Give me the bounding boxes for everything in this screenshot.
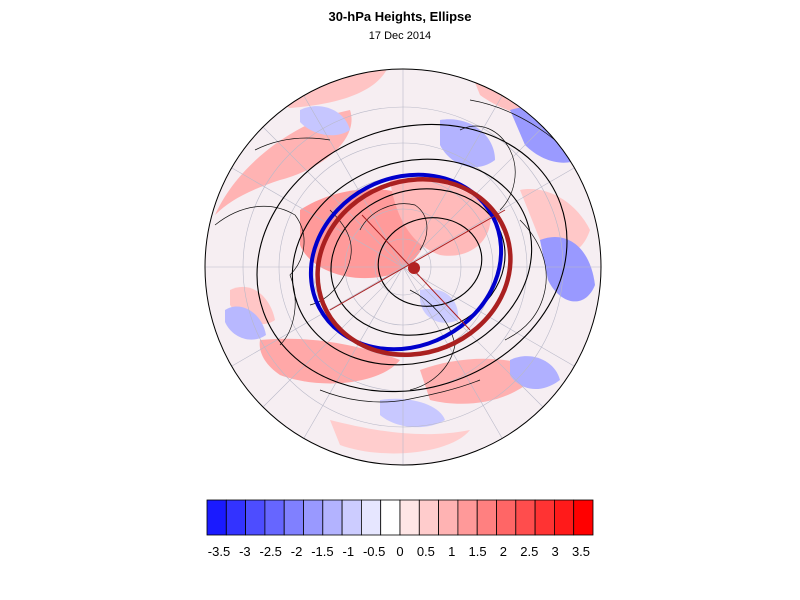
colorbar-tick-label: -1.5	[311, 544, 333, 559]
colorbar-tick-label: 1	[448, 544, 455, 559]
anomaly-patch	[520, 189, 590, 254]
colorbar-tick-label: 3.5	[572, 544, 590, 559]
anomaly-patch	[380, 398, 445, 428]
colorbar-tick-label: 2.5	[520, 544, 538, 559]
polar-stereographic-map	[204, 68, 602, 466]
colorbar-tick-label: 0.5	[417, 544, 435, 559]
colorbar-tick-label: 3	[552, 544, 559, 559]
colorbar-boxes	[206, 499, 594, 536]
map-title: 30-hPa Heights, Ellipse	[328, 9, 472, 24]
colorbar-box	[206, 499, 227, 536]
anomaly-patch	[330, 420, 470, 454]
colorbar-tick-label: 1.5	[469, 544, 487, 559]
colorbar-box	[360, 499, 382, 536]
colorbar-tick-label: -0.5	[363, 544, 385, 559]
anomaly-patch	[259, 338, 400, 384]
colorbar-labels: -3.5 -3 -2.5 -2 -1.5 -1 -0.5 0 0.5 1 1.5 2 2.5 3 3.5	[208, 544, 590, 559]
anomaly-patch	[215, 110, 352, 215]
anomaly-shading	[215, 69, 595, 454]
globe-border	[204, 68, 602, 466]
colorbar-tick-label: 2	[500, 544, 507, 559]
anomaly-patch	[300, 106, 350, 136]
colorbar-box	[496, 499, 517, 536]
colorbar-box	[554, 499, 575, 536]
colorbar-tick-label: -1	[343, 544, 355, 559]
ellipse-major-axis	[329, 209, 506, 311]
colorbar-box	[438, 499, 459, 536]
colorbar-box	[476, 499, 497, 536]
colorbar-box	[418, 499, 439, 536]
ellipse-fit-blue	[308, 172, 504, 352]
colorbar-box	[399, 499, 420, 536]
colorbar-tick-label: -3.5	[208, 544, 230, 559]
colorbar-box	[380, 499, 401, 536]
colorbar-box	[515, 499, 536, 536]
colorbar-box	[322, 499, 343, 536]
colorbar-box	[573, 499, 594, 536]
colorbar-box	[225, 499, 247, 536]
anomaly-patch	[225, 306, 266, 340]
anomaly-patch	[420, 289, 459, 323]
anomaly-patch	[540, 237, 595, 302]
colorbar-box	[264, 499, 285, 536]
height-contours	[256, 123, 568, 393]
colorbar-box	[303, 499, 324, 536]
anomaly-patch	[440, 119, 495, 168]
colorbar-box	[534, 499, 555, 536]
colorbar-box	[245, 499, 266, 536]
colorbar-box	[457, 499, 478, 536]
colorbar-box	[341, 499, 362, 536]
colorbar-tick-label: 0	[396, 544, 403, 559]
colorbar-tick-label: -2.5	[260, 544, 282, 559]
map-date: 17 Dec 2014	[368, 30, 432, 42]
anomaly-patch	[510, 356, 560, 390]
anomaly-patch	[390, 178, 491, 256]
colorbar-tick-label: -2	[291, 544, 303, 559]
ellipse-fit-red	[315, 176, 513, 358]
ellipse-centroid-marker	[408, 262, 420, 274]
colorbar-tick-label: -3	[239, 544, 251, 559]
colorbar-box	[283, 499, 304, 536]
